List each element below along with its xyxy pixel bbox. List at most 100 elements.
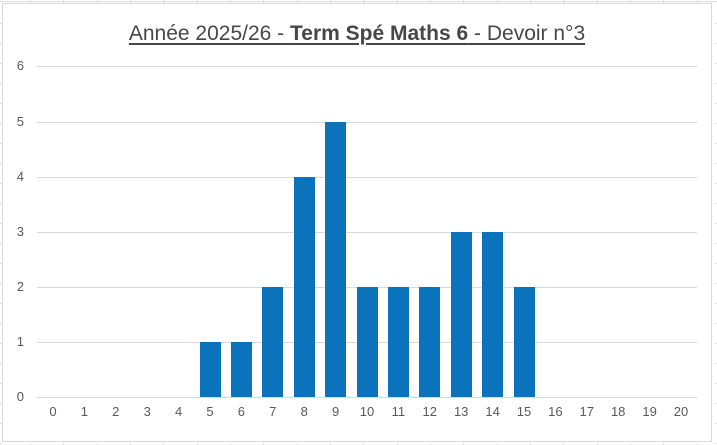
x-tick-label-6: 6 [237, 403, 245, 419]
bar-x15[interactable] [513, 286, 535, 397]
sheet-gridline [663, 443, 665, 445]
sheet-gridline [196, 0, 198, 3]
x-tick-label-17: 17 [579, 403, 595, 419]
sheet-gridline [714, 263, 717, 264]
gridline-3 [37, 231, 697, 233]
sheet-gridline [229, 0, 231, 3]
sheet-gridline [0, 383, 2, 384]
sheet-gridline [596, 443, 598, 445]
sheet-gridline [714, 223, 717, 224]
sheet-gridline [596, 0, 598, 3]
sheet-gridline [0, 223, 2, 224]
chart-title[interactable]: Année 2025/26 - Term Spé Maths 6 - Devoi… [3, 21, 711, 47]
sheet-gridline [714, 383, 717, 384]
x-tick-label-15: 15 [516, 403, 532, 419]
sheet-gridline [0, 303, 2, 304]
sheet-gridline [229, 443, 231, 445]
bar-x11[interactable] [387, 286, 409, 397]
sheet-gridline [296, 443, 298, 445]
sheet-gridline [363, 0, 365, 3]
sheet-gridline [714, 103, 717, 104]
sheet-gridline [163, 443, 165, 445]
bar-x14[interactable] [482, 231, 504, 397]
sheet-gridline [0, 63, 2, 64]
sheet-gridline [0, 343, 2, 344]
y-tick-label-3: 3 [16, 223, 24, 239]
bar-x6[interactable] [230, 341, 252, 397]
sheet-gridline [329, 443, 331, 445]
sheet-gridline [329, 0, 331, 3]
sheet-gridline [696, 0, 698, 3]
sheet-gridline [496, 0, 498, 3]
sheet-gridline [0, 243, 2, 244]
sheet-gridline [0, 123, 2, 124]
y-tick-label-1: 1 [16, 333, 24, 349]
sheet-gridline [96, 0, 98, 3]
sheet-gridline [396, 443, 398, 445]
sheet-gridline [129, 443, 131, 445]
bar-x7[interactable] [262, 286, 284, 397]
x-tick-label-3: 3 [143, 403, 151, 419]
x-axis-line [37, 397, 697, 398]
bar-x10[interactable] [356, 286, 378, 397]
x-tick-label-7: 7 [269, 403, 277, 419]
sheet-gridline [714, 163, 717, 164]
y-tick-label-6: 6 [16, 58, 24, 74]
sheet-gridline [563, 443, 565, 445]
x-tick-label-4: 4 [174, 403, 183, 419]
bar-x13[interactable] [450, 231, 472, 397]
y-tick-label-0: 0 [16, 389, 24, 404]
x-tick-label-13: 13 [453, 403, 469, 419]
gridline-6 [37, 66, 697, 68]
sheet-gridline [63, 443, 65, 445]
chart-object[interactable]: Année 2025/26 - Term Spé Maths 6 - Devoi… [2, 3, 712, 442]
sheet-gridline [714, 283, 717, 284]
sheet-gridline [0, 203, 2, 204]
bar-x5[interactable] [199, 341, 221, 397]
x-tick-label-11: 11 [391, 403, 406, 419]
sheet-gridline [714, 423, 717, 424]
sheet-gridline [63, 0, 65, 3]
title-class-name: Term Spé Maths 6 [290, 22, 469, 45]
y-tick-label-2: 2 [16, 278, 24, 294]
x-tick-label-1: 1 [80, 403, 88, 419]
sheet-gridline [263, 0, 265, 3]
sheet-gridline [296, 0, 298, 3]
x-tick-label-8: 8 [300, 403, 308, 419]
title-prefix: Année 2025/26 - [128, 22, 291, 45]
sheet-gridline [714, 143, 717, 144]
sheet-gridline [663, 0, 665, 3]
sheet-gridline [629, 0, 631, 3]
x-tick-label-12: 12 [422, 403, 438, 419]
sheet-gridline [0, 43, 2, 44]
bar-x12[interactable] [419, 286, 441, 397]
sheet-gridline [0, 163, 2, 164]
x-tick-label-0: 0 [49, 403, 57, 419]
bar-x9[interactable] [325, 121, 347, 397]
y-tick-label-5: 5 [16, 113, 24, 129]
sheet-gridline [714, 63, 717, 64]
x-tick-label-19: 19 [642, 403, 657, 419]
sheet-gridline [0, 423, 2, 424]
sheet-gridline [496, 443, 498, 445]
x-tick-label-16: 16 [548, 403, 563, 419]
x-tick-label-18: 18 [610, 403, 626, 419]
sheet-gridline [0, 1, 717, 2]
sheet-gridline [714, 243, 717, 244]
sheet-gridline [30, 443, 31, 445]
bar-x8[interactable] [293, 176, 315, 397]
sheet-gridline [0, 363, 2, 364]
sheet-gridline [463, 0, 465, 3]
sheet-gridline [0, 143, 2, 144]
sheet-gridline [0, 323, 2, 324]
sheet-gridline [429, 0, 431, 3]
sheet-gridline [0, 403, 2, 404]
sheet-gridline [563, 0, 565, 3]
sheet-gridline [396, 0, 398, 3]
sheet-gridline [0, 23, 2, 24]
sheet-gridline [363, 443, 365, 445]
x-tick-label-9: 9 [331, 403, 340, 419]
sheet-gridline [714, 323, 717, 324]
sheet-gridline [629, 443, 631, 445]
chart-title-text: Année 2025/26 - Term Spé Maths 6 - Devoi… [129, 22, 585, 45]
